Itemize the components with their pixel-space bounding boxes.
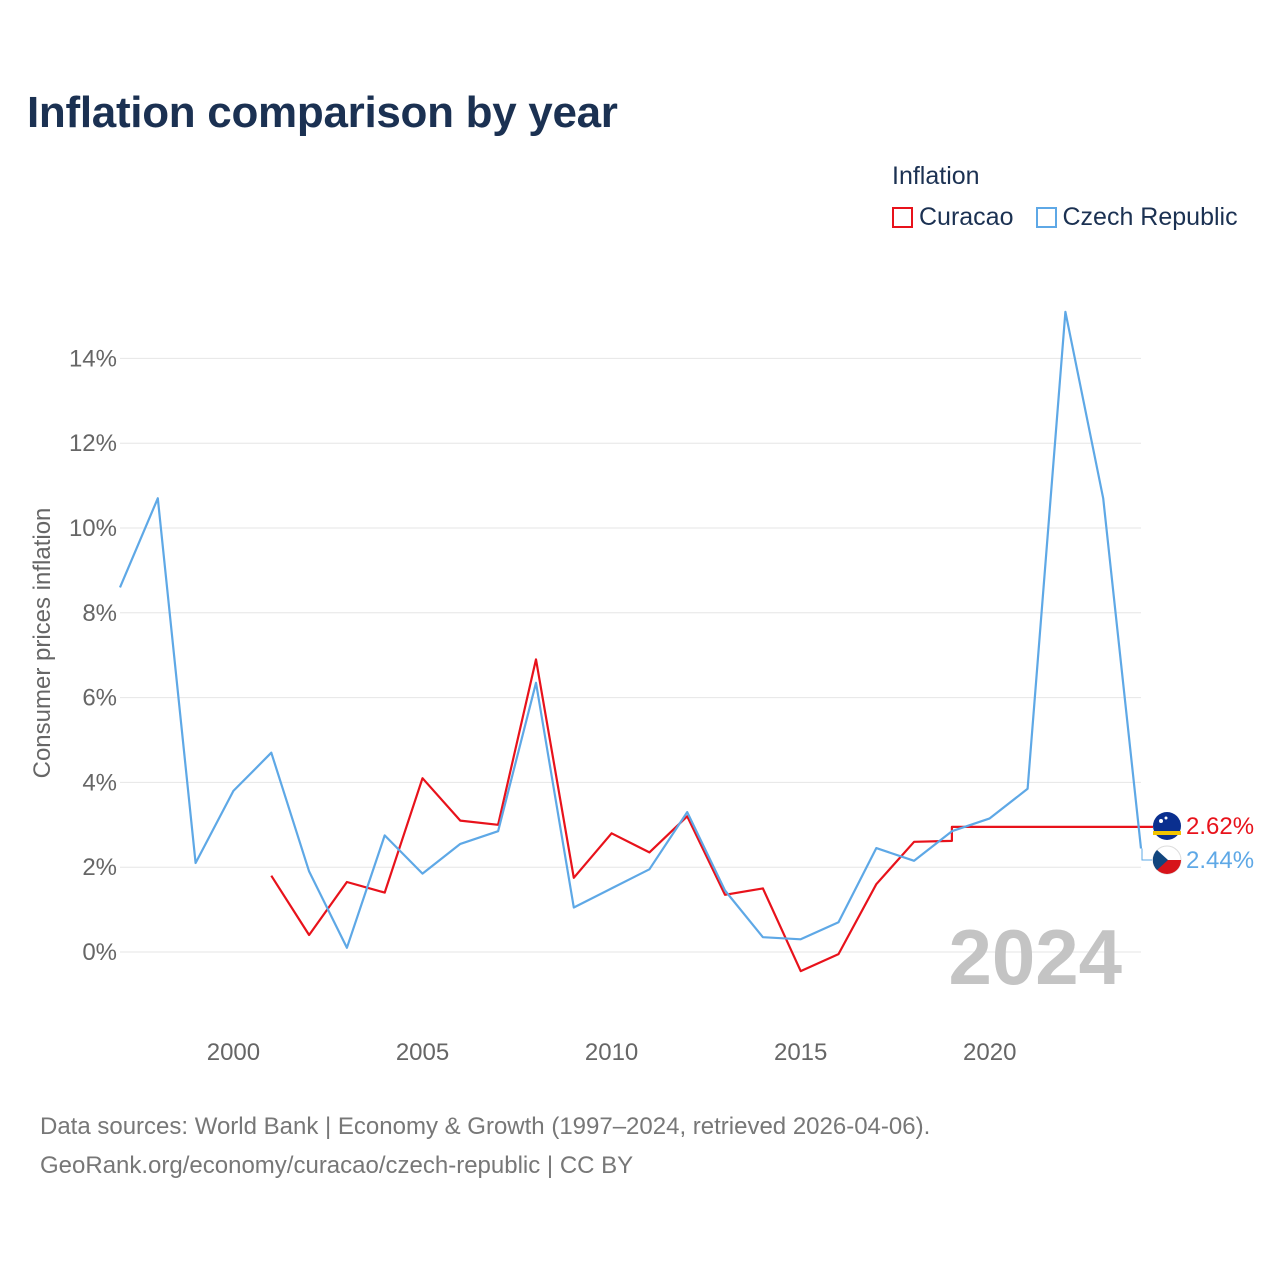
y-tick-label: 0%: [82, 939, 117, 966]
legend-item-curacao[interactable]: Curacao: [892, 203, 1014, 232]
y-tick-label: 4%: [82, 769, 117, 796]
footer-sources: Data sources: World Bank | Economy & Gro…: [40, 1113, 931, 1140]
x-tick-label: 2015: [774, 1039, 827, 1066]
footer: Data sources: World Bank | Economy & Gro…: [40, 1107, 930, 1185]
legend-swatch-curacao: [892, 207, 913, 228]
flag-curacao-star: [1164, 816, 1168, 820]
legend: Inflation Curacao Czech Republic: [892, 162, 1238, 232]
x-tick-label: 2010: [585, 1039, 638, 1066]
flag-czech-blue: [1152, 850, 1168, 870]
current-year-label: 2024: [948, 913, 1122, 1001]
x-tick-label: 2005: [396, 1039, 449, 1066]
flag-curacao-stripe: [1153, 831, 1181, 835]
y-tick-label: 2%: [82, 854, 117, 881]
y-tick-label: 12%: [69, 430, 117, 457]
legend-label-czech-republic: Czech Republic: [1062, 203, 1238, 231]
y-axis-label: Consumer prices inflation: [29, 508, 56, 779]
x-axis-ticks: 2000 2005 2010 2015 2020: [207, 1039, 1017, 1066]
legend-title: Inflation: [892, 162, 980, 190]
end-value-label-czech-republic: 2.44%: [1186, 847, 1254, 874]
y-axis-ticks: 0% 2% 4% 6% 8% 10% 12% 14%: [69, 345, 117, 966]
y-tick-label: 14%: [69, 345, 117, 372]
end-markers: 2.62% 2.44%: [1141, 812, 1254, 875]
y-tick-label: 6%: [82, 685, 117, 712]
flag-icon-czech-republic: [1152, 845, 1182, 875]
legend-item-czech-republic[interactable]: Czech Republic: [1035, 203, 1238, 232]
y-tick-label: 10%: [69, 515, 117, 542]
legend-label-curacao: Curacao: [919, 203, 1014, 231]
legend-swatch-czech-republic: [1035, 207, 1057, 228]
series-line-czech-republic: [118, 310, 1143, 949]
flag-icon-curacao: [1153, 812, 1181, 840]
series-lines: [118, 310, 1153, 973]
chart-title: Inflation comparison by year: [27, 88, 618, 137]
x-tick-label: 2000: [207, 1039, 260, 1066]
end-value-label-curacao: 2.62%: [1186, 813, 1254, 840]
y-tick-label: 8%: [82, 600, 117, 627]
x-tick-label: 2020: [963, 1039, 1016, 1066]
flag-curacao-star: [1159, 819, 1163, 823]
footer-link[interactable]: GeoRank.org/economy/curacao/czech-republ…: [40, 1152, 634, 1179]
flag-curacao-field: [1153, 812, 1181, 840]
gridlines: [120, 357, 1141, 953]
end-connector-czech-republic: [1141, 848, 1152, 861]
